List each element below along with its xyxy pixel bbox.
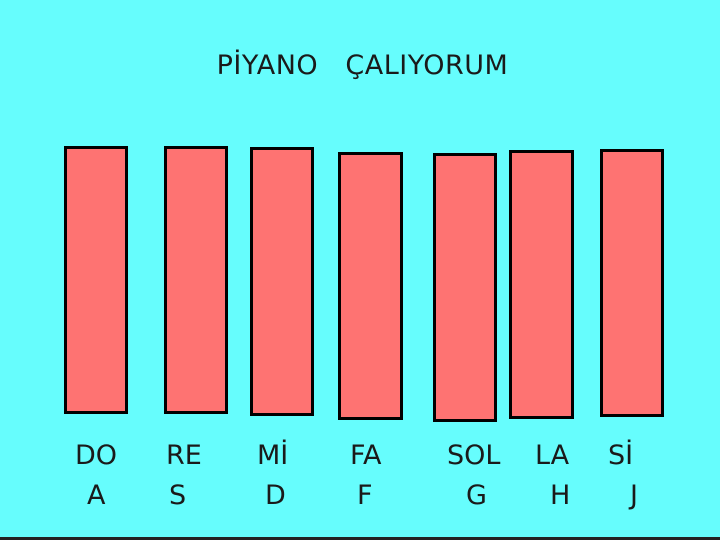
shortcut-label-g: G [466,480,487,511]
note-label-si: Sİ [608,440,634,471]
piano-key-re[interactable] [164,146,228,414]
piano-key-mi[interactable] [250,147,314,416]
piano-key-si[interactable] [600,149,664,417]
shortcut-label-d: D [265,480,286,511]
shortcut-label-f: F [357,480,373,511]
note-label-re: RE [166,440,202,471]
shortcut-label-j: J [630,480,638,511]
shortcut-label-a: A [87,480,106,511]
bottom-border [0,537,720,540]
note-label-la: LA [535,440,570,471]
page-title: PİYANO ÇALIYORUM [216,50,509,81]
note-label-mi: Mİ [257,440,289,471]
note-label-sol: SOL [447,440,501,471]
shortcut-label-s: S [169,480,187,511]
note-label-do: DO [75,440,118,471]
piano-key-fa[interactable] [338,152,403,420]
piano-key-do[interactable] [64,146,128,414]
piano-key-sol[interactable] [433,153,497,422]
note-label-fa: FA [350,440,382,471]
shortcut-label-h: H [550,480,571,511]
piano-key-la[interactable] [509,150,574,419]
